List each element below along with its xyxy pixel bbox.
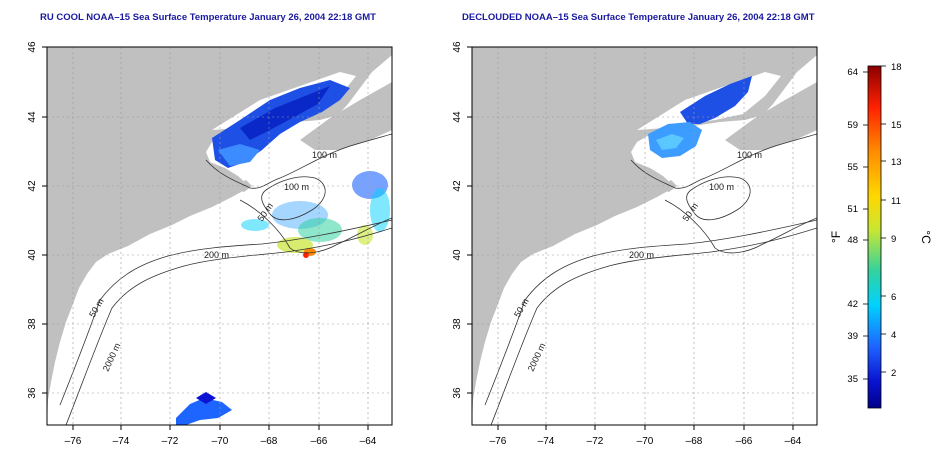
celsius-tick: 18: [891, 62, 902, 73]
left-contour-label-100m-a: 100 m: [312, 150, 337, 160]
right-graticule: [472, 47, 817, 425]
left-x-tick: –72: [162, 436, 179, 447]
left-y-tick: 44: [27, 111, 38, 123]
right-x-tick: –70: [637, 436, 654, 447]
right-y-tick: 44: [452, 111, 463, 123]
left-sst-south-patch: [176, 398, 232, 425]
right-x-tick: –64: [785, 436, 802, 447]
right-y-tick: 38: [452, 318, 463, 330]
right-x-tick: –76: [490, 436, 507, 447]
right-y-tick: 40: [452, 249, 463, 261]
left-y-tick: 36: [27, 387, 38, 399]
right-x-tick: –66: [736, 436, 753, 447]
right-x-tick: –72: [587, 436, 604, 447]
fahrenheit-tick: 42: [847, 299, 858, 310]
celsius-tick: 2: [891, 368, 896, 379]
celsius-tick: 11: [891, 196, 901, 207]
left-y-tick: 40: [27, 249, 38, 261]
left-y-tick: 42: [27, 180, 38, 192]
left-y-tick: 46: [27, 41, 38, 53]
fahrenheit-tick: 39: [847, 331, 858, 342]
celsius-axis-label: °C: [919, 230, 933, 244]
left-graticule: [47, 47, 392, 425]
colorbar-gradient: [867, 65, 882, 409]
fahrenheit-tick: 51: [847, 204, 858, 215]
left-x-tick: –66: [311, 436, 328, 447]
fahrenheit-tick: 35: [847, 374, 858, 385]
left-contour-label-200m: 200 m: [204, 250, 229, 260]
celsius-tick: 9: [891, 234, 896, 245]
fahrenheit-tick: 64: [847, 67, 858, 78]
right-x-tick: –74: [538, 436, 555, 447]
right-contour-label-100m-b: 100 m: [709, 182, 734, 192]
right-map-panel: 100 m 100 m 50 m 200 m 50 m 2000 m –76 –…: [452, 41, 818, 447]
celsius-tick: 4: [891, 330, 896, 341]
left-map-panel: 100 m 100 m 50 m 200 m 50 m 2000 m –76 –…: [27, 41, 393, 447]
left-bathymetry-contours: [59, 133, 392, 425]
right-sst-gulf-of-maine: [680, 76, 752, 124]
celsius-tick: 15: [891, 120, 902, 131]
left-x-tick: –74: [113, 436, 130, 447]
fahrenheit-tick: 55: [847, 162, 858, 173]
right-map-land: [472, 47, 817, 425]
fahrenheit-tick: 48: [847, 235, 858, 246]
celsius-tick: 13: [891, 157, 902, 168]
left-x-tick: –76: [65, 436, 82, 447]
left-x-tick: –64: [360, 436, 377, 447]
left-map-land: [47, 47, 392, 425]
celsius-tick: 6: [891, 292, 896, 303]
left-y-tick: 38: [27, 318, 38, 330]
left-x-tick: –68: [261, 436, 278, 447]
right-y-tick: 42: [452, 180, 463, 192]
right-contour-label-100m-a: 100 m: [737, 150, 762, 160]
right-bathymetry-contours: [484, 133, 817, 425]
right-y-tick: 46: [452, 41, 463, 53]
left-map-title: RU COOL NOAA–15 Sea Surface Temperature …: [40, 12, 376, 23]
fahrenheit-axis-label: °F: [829, 231, 843, 243]
temperature-colorbar: 64 59 55 51 48 42 39 35 18 15 13 11 9 6 …: [829, 62, 933, 409]
right-x-tick: –68: [686, 436, 703, 447]
right-contour-label-200m: 200 m: [629, 250, 654, 260]
left-x-tick: –70: [212, 436, 229, 447]
right-y-tick: 36: [452, 387, 463, 399]
fahrenheit-tick: 59: [847, 120, 858, 131]
left-contour-label-100m-b: 100 m: [284, 182, 309, 192]
right-map-title: DECLOUDED NOAA–15 Sea Surface Temperatur…: [462, 12, 815, 23]
